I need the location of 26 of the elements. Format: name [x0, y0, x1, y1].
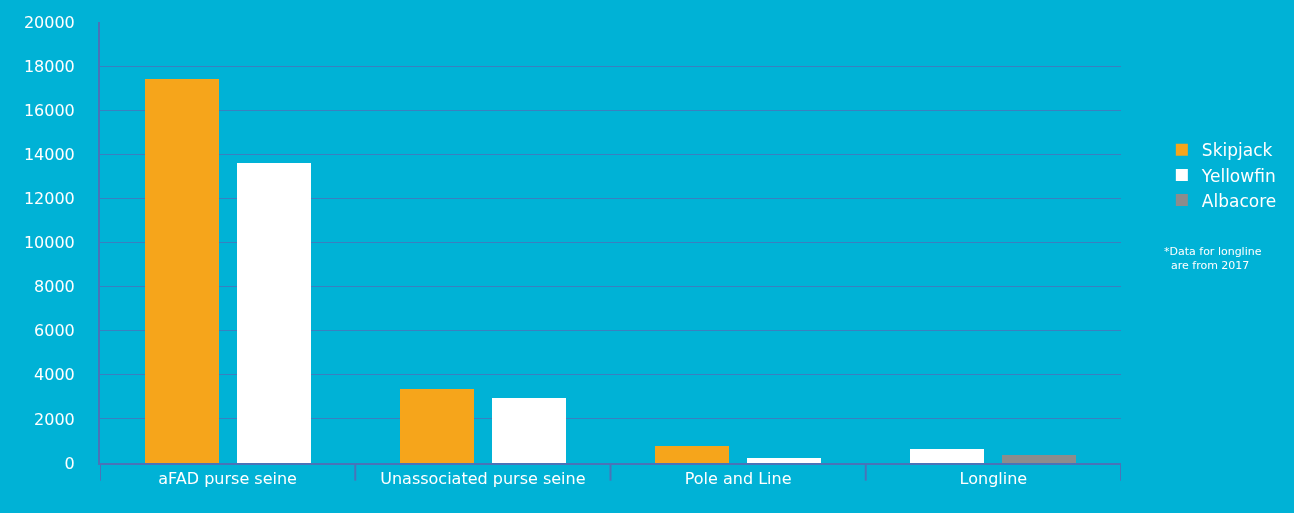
- y-tick-label: 8000: [34, 277, 75, 297]
- y-tick-label: 18000: [23, 56, 75, 76]
- x-tick-label: Unassociated purse seine: [380, 469, 586, 489]
- y-tick-label: 0: [64, 453, 75, 473]
- y-tick-label: 12000: [23, 189, 75, 208]
- y-tick-label: 16000: [23, 100, 75, 120]
- bar: [655, 446, 729, 463]
- bar: [400, 389, 474, 463]
- y-tick-label: 4000: [34, 365, 75, 385]
- bar: [492, 398, 566, 463]
- y-tick-label: 20000: [23, 12, 75, 32]
- legend-label: Skipjack: [1201, 140, 1273, 161]
- bar: [1002, 455, 1076, 463]
- legend-label: Yellowfin: [1200, 165, 1276, 186]
- x-tick-label: aFAD purse seine: [158, 469, 297, 489]
- y-tick-label: 10000: [23, 233, 75, 253]
- x-tick-label: Longline: [959, 469, 1028, 489]
- x-tick-label: Pole and Line: [684, 469, 792, 489]
- bar: [145, 79, 219, 463]
- bar: [237, 163, 311, 463]
- bar: [747, 458, 821, 463]
- legend-label: Albacore: [1201, 190, 1277, 211]
- y-tick-label: 6000: [34, 321, 75, 341]
- text: *Data for longline are from 2017: [1164, 245, 1262, 273]
- y-tick-label: 14000: [23, 144, 75, 164]
- y-tick-label: 2000: [34, 409, 75, 429]
